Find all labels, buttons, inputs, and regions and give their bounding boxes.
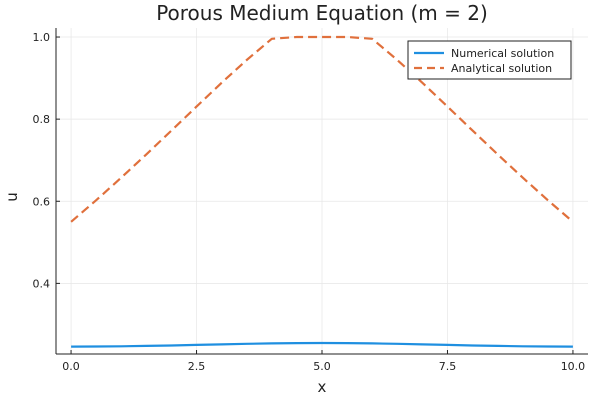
grid	[56, 28, 588, 354]
x-tick-label: 10.0	[561, 360, 586, 373]
x-tick-label: 0.0	[62, 360, 80, 373]
legend-box	[407, 40, 572, 80]
y-axis-label: u	[3, 192, 21, 202]
y-tick-label: 0.4	[33, 277, 51, 290]
x-tick-label: 2.5	[188, 360, 206, 373]
x-tick-label: 5.0	[313, 360, 331, 373]
x-tick-label: 7.5	[439, 360, 457, 373]
legend-label-analytical: Analytical solution	[451, 62, 552, 75]
y-tick-label: 1.0	[33, 31, 51, 44]
x-axis-label: x	[318, 378, 327, 396]
legend-label-numerical: Numerical solution	[451, 47, 554, 60]
numerical-solution-line	[71, 341, 573, 348]
y-tick-label: 0.8	[33, 113, 51, 126]
legend: Numerical solution Analytical solution	[407, 40, 572, 80]
series	[70, 35, 574, 348]
chart-title: Porous Medium Equation (m = 2)	[156, 1, 488, 25]
analytical-solution-line	[70, 35, 574, 223]
y-ticks: 0.4 0.6 0.8 1.0	[33, 31, 60, 290]
x-ticks: 0.0 2.5 5.0 7.5 10.0	[62, 350, 585, 373]
y-tick-label: 0.6	[33, 195, 51, 208]
